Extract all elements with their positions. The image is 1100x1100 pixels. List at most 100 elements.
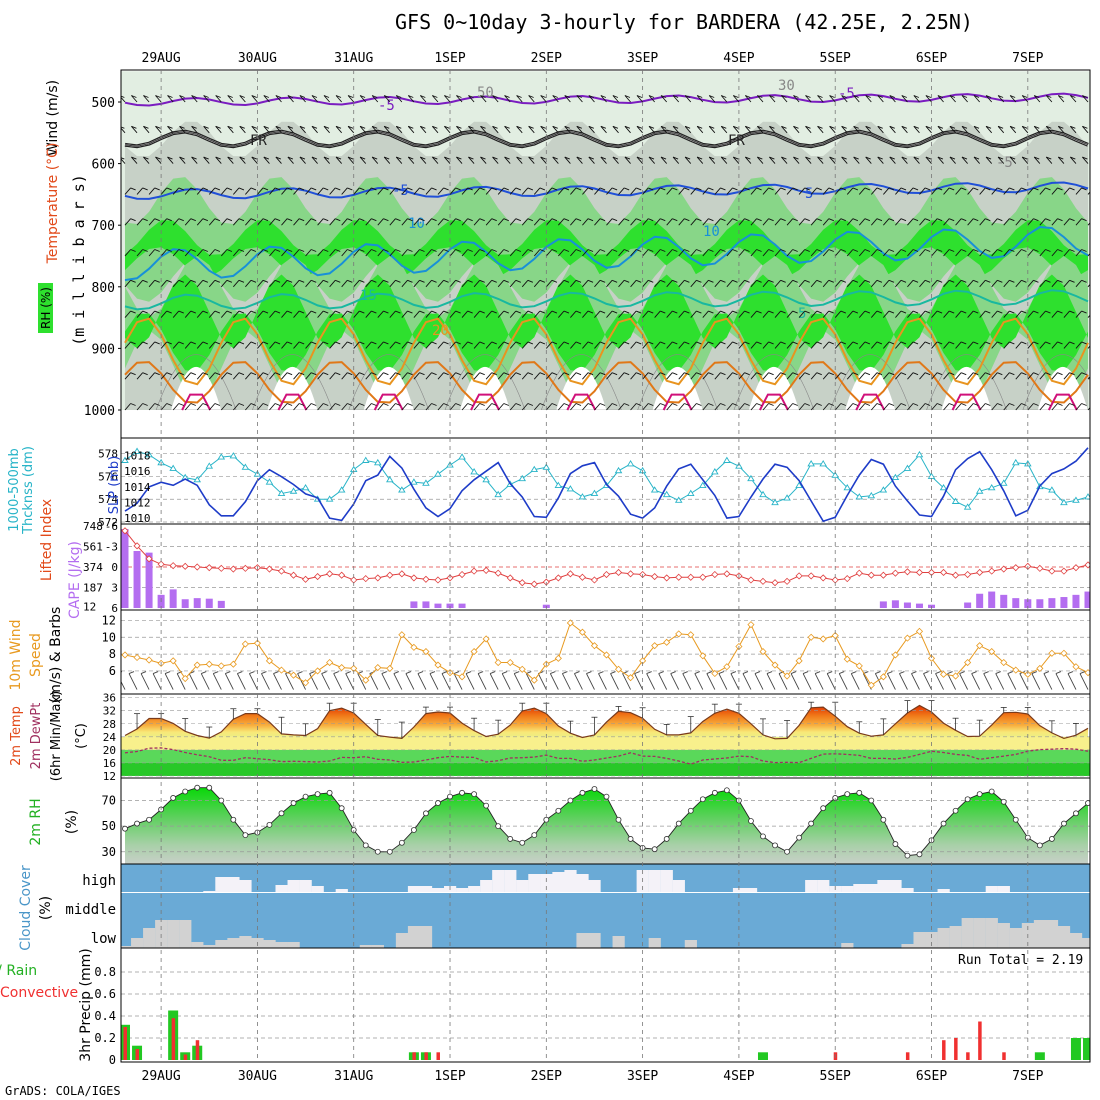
- barb: [594, 341, 601, 349]
- barb-flag: [732, 310, 738, 314]
- wind-point: [314, 667, 322, 675]
- barb-flag: [167, 156, 173, 160]
- barb: [208, 280, 216, 288]
- barb: [232, 372, 240, 380]
- barb: [305, 218, 312, 226]
- day-gridlines: [160, 70, 1029, 1062]
- barb-flag: [876, 187, 883, 191]
- barb-flag: [563, 279, 570, 283]
- barb: [359, 95, 367, 103]
- barb: [1063, 341, 1070, 349]
- barb: [846, 187, 854, 195]
- barb: [744, 126, 752, 134]
- barb-flag: [575, 218, 582, 222]
- barb-flag: [768, 372, 774, 376]
- wind-barb: [899, 673, 908, 690]
- barb-flag: [166, 218, 172, 222]
- barb-flag: [143, 125, 149, 129]
- barb: [726, 187, 733, 195]
- barb-flag: [877, 95, 883, 98]
- cape-bar: [193, 598, 201, 608]
- barb-flag: [672, 187, 678, 191]
- li-point: [1060, 567, 1068, 575]
- thickness-point: [674, 496, 683, 503]
- wind-point: [891, 651, 899, 659]
- barb: [889, 156, 896, 164]
- wind-barb: [742, 673, 752, 690]
- barb: [642, 341, 649, 349]
- barb-flag: [636, 372, 642, 376]
- barb: [341, 403, 348, 411]
- barb: [509, 218, 517, 226]
- barb: [1051, 372, 1058, 380]
- cape-bar: [1072, 594, 1080, 608]
- barb-flag: [1081, 403, 1087, 406]
- barb-flag: [924, 403, 931, 406]
- barb: [943, 187, 950, 195]
- barb-flag: [323, 403, 329, 406]
- wind-barb: [826, 673, 836, 690]
- barb: [160, 249, 168, 257]
- barb: [485, 280, 493, 288]
- barb: [533, 280, 541, 288]
- barb: [925, 95, 932, 103]
- barb: [714, 403, 721, 411]
- barb-flag: [648, 95, 655, 98]
- barb-flag: [1094, 280, 1099, 282]
- barb-flag: [936, 372, 943, 376]
- high-cloud-bg: [121, 864, 1090, 892]
- barb: [401, 403, 408, 411]
- barb-flag: [611, 249, 618, 252]
- thickness-point: [614, 466, 623, 474]
- wind-barb-flag: [177, 671, 183, 674]
- barb: [395, 156, 403, 164]
- barb: [630, 280, 637, 288]
- barb: [1087, 253, 1090, 257]
- barb: [155, 95, 162, 103]
- barb-flag: [143, 156, 149, 160]
- barb: [1075, 310, 1082, 318]
- low-cloud-bar: [937, 928, 950, 948]
- barb-flag: [142, 341, 148, 345]
- barb: [738, 187, 745, 195]
- barb-flag: [805, 95, 811, 98]
- temp-tick: 32: [103, 705, 116, 718]
- barb: [196, 372, 204, 380]
- barb-flag: [1058, 156, 1064, 160]
- barb: [461, 187, 469, 195]
- barb-flag: [684, 156, 691, 160]
- barb-flag: [973, 125, 980, 129]
- barb-flag: [816, 249, 822, 252]
- barb: [606, 403, 613, 411]
- barb-flag: [961, 310, 967, 314]
- barb: [666, 341, 673, 349]
- barb: [317, 249, 324, 257]
- barb-flag: [515, 249, 521, 252]
- cape-bar: [988, 591, 996, 608]
- high-cloud-bar: [516, 880, 529, 892]
- barb: [672, 156, 680, 164]
- li-point: [1012, 564, 1020, 572]
- barb: [1063, 249, 1070, 257]
- barb-flag: [359, 279, 365, 283]
- barb: [714, 372, 721, 380]
- barb: [666, 280, 673, 288]
- barb-flag: [696, 310, 702, 314]
- barb-flag: [1033, 249, 1039, 252]
- barb-flag: [431, 372, 437, 376]
- isotherm-15: [124, 289, 1089, 311]
- barb: [1045, 156, 1053, 164]
- wind-barb: [477, 673, 487, 690]
- high-cloud-bar: [877, 880, 890, 892]
- barb: [829, 156, 836, 164]
- barb: [533, 310, 541, 318]
- barb-flag: [1069, 218, 1075, 222]
- barb-flag: [178, 403, 184, 406]
- barb-flag: [997, 310, 1003, 314]
- barb-flag: [840, 187, 847, 191]
- contour-label: 15: [360, 288, 377, 304]
- barb-flag: [251, 95, 257, 98]
- barb-flag: [359, 156, 366, 160]
- barb-flag: [298, 372, 305, 376]
- barb: [895, 218, 902, 226]
